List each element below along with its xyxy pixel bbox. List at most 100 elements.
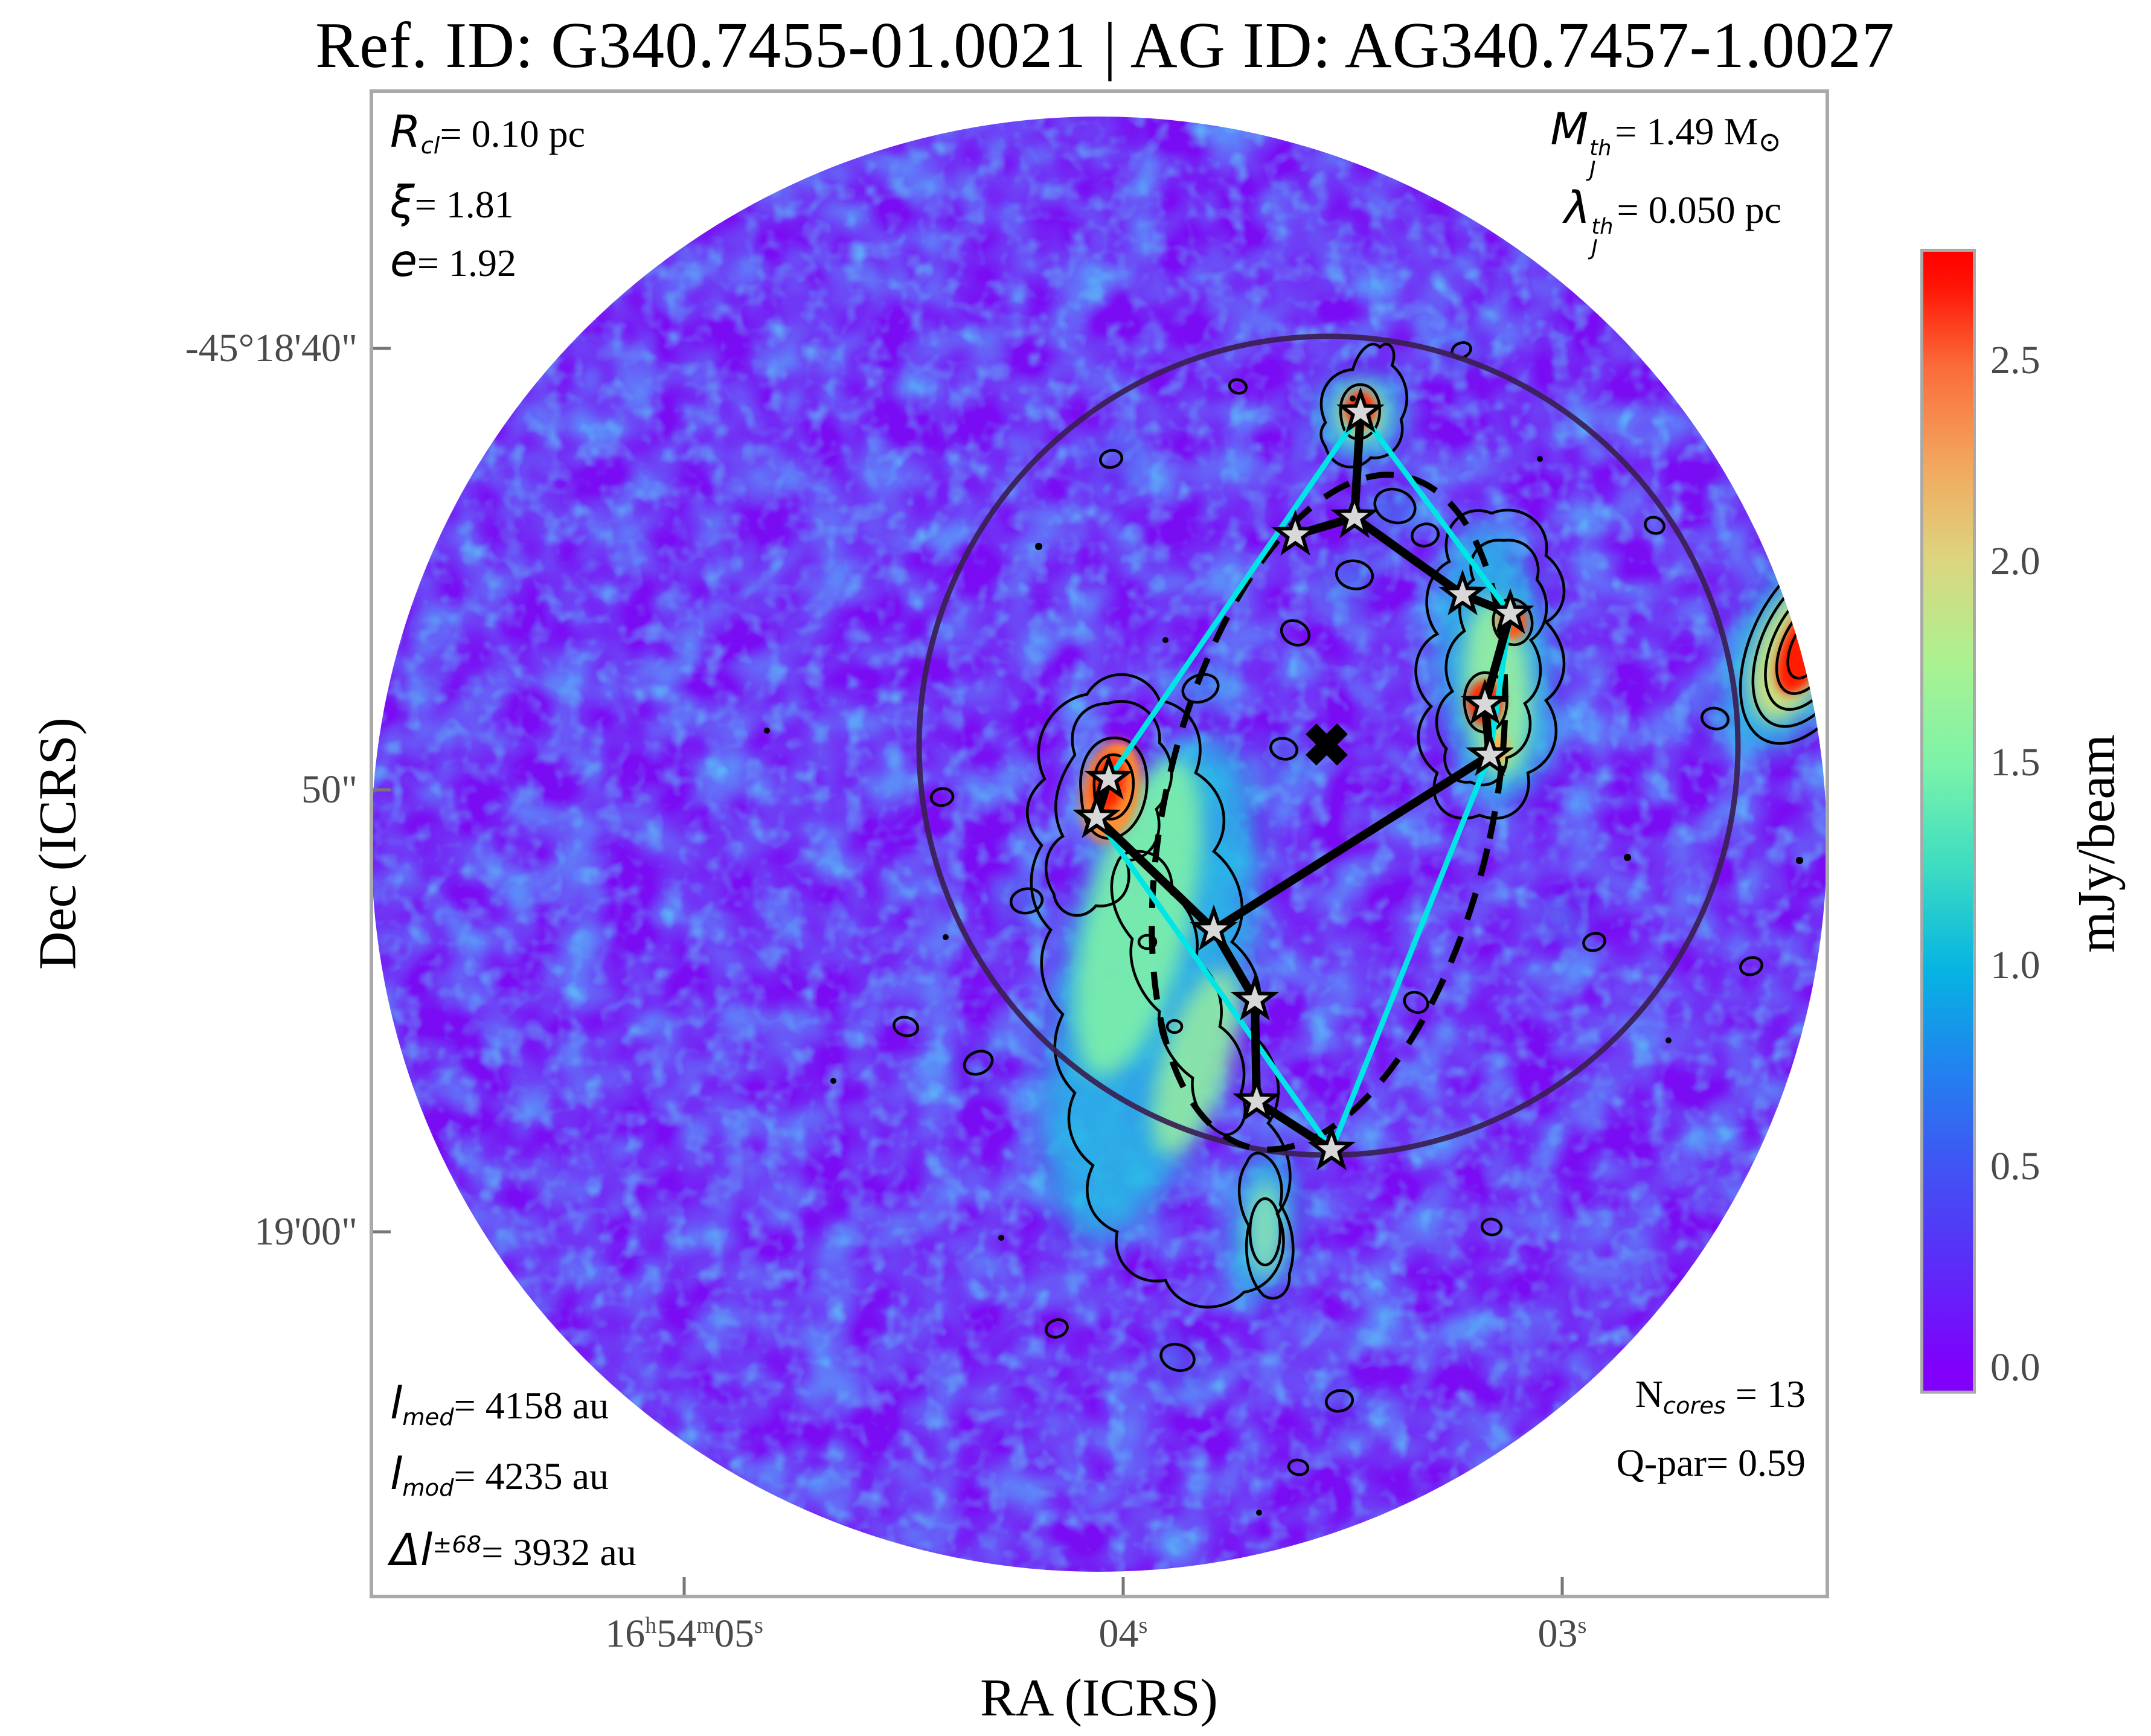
- core-star-marker: [1271, 509, 1319, 556]
- cluster-center-x-marker: [1306, 723, 1348, 766]
- core-star-marker: [1307, 1124, 1356, 1171]
- annotation-line: λ th J = 0.050 pc: [1550, 180, 1781, 258]
- annotation-top-left: Rcl= 0.10 pc ξ= 1.81 e= 1.92: [390, 104, 585, 292]
- core-star-marker: [1336, 386, 1385, 434]
- annotation-text: l: [390, 1378, 403, 1429]
- annotation-text: = 13: [1725, 1372, 1806, 1415]
- contour-bottom-tail: [1237, 1151, 1295, 1300]
- annotation-line: Δl±68= 3932 au: [390, 1517, 636, 1581]
- annotation-stacked-script: th J: [1591, 214, 1614, 260]
- annotation-text: Δl: [390, 1524, 433, 1576]
- colorbar-tick-label: 0.5: [1990, 1144, 2040, 1188]
- colorbar-tick-label: 2.0: [1990, 539, 2040, 583]
- annotation-line: Rcl= 0.10 pc: [390, 104, 585, 175]
- core-star-marker: [1461, 678, 1509, 725]
- core-star-marker: [1231, 974, 1279, 1021]
- core-star-marker: [1486, 588, 1534, 635]
- annotation-text: mod: [402, 1474, 454, 1502]
- annotation-line: e= 1.92: [390, 233, 585, 292]
- contour-right-filament-outer: [1414, 508, 1566, 820]
- annotation-text: = 1.92: [417, 241, 516, 284]
- contour-bottom-tail-inner: [1248, 1197, 1282, 1267]
- noise-speckle-fine: [371, 117, 1827, 1572]
- x-axis-label: RA (ICRS): [980, 1669, 1218, 1728]
- y-tick-label: 19'00": [254, 1209, 357, 1254]
- contour-edge-source-5: [1739, 549, 1827, 745]
- colorbar-tick-label: 2.5: [1990, 338, 2040, 382]
- annotation-text: = 4235 au: [454, 1454, 609, 1497]
- annotation-line: lmed= 4158 au: [390, 1376, 636, 1446]
- annotation-text: M: [1550, 104, 1589, 155]
- annotation-text: = 0.050 pc: [1617, 188, 1782, 231]
- mst-edge: [1211, 752, 1492, 934]
- annotation-text: e: [390, 235, 417, 287]
- y-tick-label: -45°18'40": [185, 326, 357, 370]
- annotation-text: Q-par= 0.59: [1616, 1441, 1806, 1484]
- x-tick-label: 16h54m05s: [605, 1612, 763, 1656]
- annotation-text: λ: [1564, 182, 1591, 234]
- hull-edge: [1358, 411, 1513, 615]
- colorbar-tick-label: 1.5: [1990, 740, 2040, 784]
- contour-edge-source-4: [1751, 566, 1827, 728]
- x-tick-label: 03s: [1537, 1612, 1587, 1656]
- hull-edge: [1094, 816, 1334, 1151]
- contour-right-filament-inner: [1435, 539, 1548, 787]
- core-star-marker: [1190, 904, 1238, 951]
- page-title: Ref. ID: G340.7455-01.0021 | AG ID: AG34…: [315, 10, 1895, 82]
- contour-edge-source-2: [1775, 600, 1827, 695]
- y-axis-label: Dec (ICRS): [28, 717, 88, 970]
- annotation-text: ⊙: [1758, 125, 1781, 158]
- dashed-ellipse: [1149, 472, 1508, 1153]
- y-tick-label: 50": [301, 767, 357, 812]
- core-star-marker: [1330, 492, 1379, 539]
- core-star-marker: [1466, 729, 1514, 777]
- contour-edge-source-3: [1764, 583, 1827, 711]
- hull-edge: [1329, 754, 1493, 1151]
- core-star-marker: [1072, 792, 1121, 839]
- contour-top-blob-inner: [1339, 383, 1381, 440]
- colorbar-tick-label: 0.0: [1990, 1345, 2040, 1389]
- annotation-bottom-right: Ncores = 13 Q-par= 0.59: [1617, 1366, 1806, 1491]
- annotation-text: = 0.10 pc: [440, 112, 585, 155]
- plot-frame: [370, 89, 1829, 1598]
- annotation-text: ξ: [390, 176, 415, 228]
- mst-edge: [1351, 514, 1466, 598]
- contour-top-blob-outer: [1319, 342, 1409, 469]
- contour-core6-ring: [1463, 671, 1508, 734]
- contour-left-core-ring1: [1079, 736, 1149, 840]
- overlay-graphics: [371, 333, 1741, 1597]
- core-star-marker: [1438, 569, 1487, 616]
- annotation-text: ±68: [432, 1531, 482, 1558]
- annotation-text: = 1.49 M: [1615, 110, 1758, 153]
- annotation-line: lmod= 4235 au: [390, 1446, 636, 1517]
- annotation-text: = 1.81: [414, 182, 514, 226]
- core-star-marker: [1085, 753, 1133, 800]
- annotation-line: ξ= 1.81: [390, 175, 585, 233]
- hull-edge: [1106, 411, 1363, 781]
- annotation-text: N: [1635, 1372, 1663, 1415]
- annotation-text: med: [402, 1403, 454, 1431]
- colorbar-tick-label: 1.0: [1990, 943, 2040, 987]
- annotation-text: = 4158 au: [454, 1384, 609, 1427]
- core-star-marker: [1233, 1075, 1281, 1123]
- colorbar: [1920, 249, 1976, 1394]
- annotation-bottom-left: lmed= 4158 au lmod= 4235 au Δl±68= 3932 au: [390, 1376, 636, 1581]
- annotation-text: cl: [420, 132, 440, 159]
- field-of-view: [371, 117, 1827, 1572]
- annotation-text: cores: [1662, 1392, 1726, 1420]
- mst-edge: [1094, 814, 1217, 934]
- contour-dots: [764, 396, 1803, 1516]
- x-tick-label: 04s: [1098, 1612, 1148, 1656]
- annotation-text: R: [390, 106, 421, 158]
- mst-edge: [1481, 612, 1515, 705]
- annotation-line: Ncores = 13: [1617, 1366, 1806, 1435]
- colorbar-label: mJy/beam: [2067, 734, 2126, 953]
- continuum-map: [370, 89, 1829, 1598]
- annotation-text: = 3932 au: [481, 1530, 636, 1574]
- annotation-stacked-script: th J: [1589, 135, 1612, 182]
- contour-left-filament-outer: [1026, 673, 1292, 1308]
- annotation-line: Q-par= 0.59: [1617, 1435, 1806, 1491]
